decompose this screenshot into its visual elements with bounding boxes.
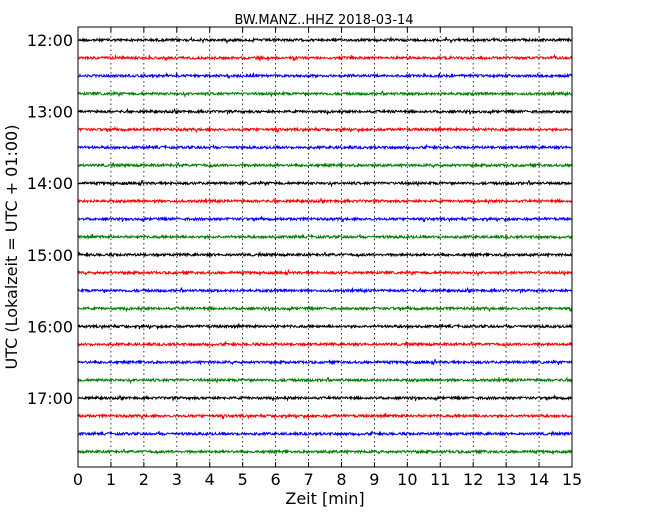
plot-frame: [77, 26, 573, 468]
trace-line: [77, 197, 573, 205]
x-tick-label: 12: [463, 470, 483, 489]
x-axis-label: Zeit [min]: [285, 489, 364, 508]
x-tick-label: 13: [496, 470, 516, 489]
y-tick-label: 17:00: [27, 389, 73, 408]
x-tick-label: 15: [562, 470, 582, 489]
trace-group: [77, 36, 573, 456]
x-tick-label: 2: [139, 470, 149, 489]
y-tick-label: 14:00: [27, 174, 73, 193]
chart-title: BW.MANZ..HHZ 2018-03-14: [234, 13, 413, 28]
x-tick-label: 4: [205, 470, 215, 489]
trace-line: [77, 53, 573, 62]
trace-line: [77, 269, 573, 278]
trace-line: [77, 394, 573, 402]
trace-line: [77, 340, 573, 348]
trace-line: [77, 286, 573, 295]
trace-line: [77, 36, 573, 45]
trace-line: [77, 107, 573, 116]
trace-line: [77, 90, 573, 99]
trace-line: [77, 215, 573, 223]
x-tick-label: 0: [73, 470, 83, 489]
x-tick-label: 8: [336, 470, 346, 489]
y-axis: 12:00 13:00 14:00 15:00 16:00 17:00: [27, 31, 572, 408]
x-tick-label: 3: [172, 470, 182, 489]
grid-lines: [110, 27, 540, 467]
x-tick-label: 10: [397, 470, 417, 489]
trace-line: [77, 304, 573, 313]
trace-line: [77, 376, 573, 385]
y-tick-label: 15:00: [27, 246, 73, 265]
x-tick-label: 7: [303, 470, 313, 489]
trace-line: [77, 72, 573, 79]
trace-line: [77, 359, 573, 366]
x-tick-label: 9: [369, 470, 379, 489]
trace-line: [77, 323, 573, 331]
x-tick-label: 14: [529, 470, 549, 489]
trace-line: [77, 161, 573, 169]
x-axis: 0 1 2 3 4 5 6 7 8 9 10 11 12 13 14 15: [73, 27, 582, 489]
y-tick-label: 13:00: [27, 103, 73, 122]
trace-line: [77, 429, 573, 437]
x-tick-label: 6: [271, 470, 281, 489]
x-tick-label: 1: [106, 470, 116, 489]
trace-line: [77, 250, 573, 259]
trace-line: [77, 412, 573, 420]
y-tick-label: 12:00: [27, 31, 73, 50]
trace-line: [77, 180, 573, 188]
x-tick-label: 11: [430, 470, 450, 489]
y-tick-label: 16:00: [27, 317, 73, 336]
trace-line: [77, 144, 573, 151]
trace-line: [77, 233, 573, 241]
trace-line: [77, 125, 573, 134]
x-tick-label: 5: [238, 470, 248, 489]
y-axis-label: UTC (Lokalzeit = UTC + 01:00): [2, 125, 21, 370]
trace-line: [77, 448, 573, 456]
